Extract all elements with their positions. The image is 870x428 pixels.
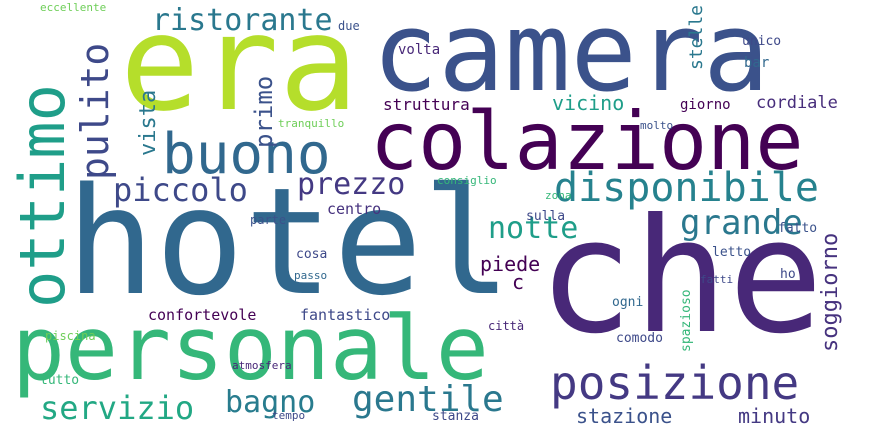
word: letto [712,245,752,260]
word: passo [294,269,328,282]
word: hotel [66,156,512,328]
word: notte [488,211,579,246]
word: servizio [40,389,195,427]
word: vista [136,89,161,156]
word: stanza [432,409,479,424]
word: fatto [778,221,818,236]
word: c [512,270,525,294]
word: che [538,185,824,369]
word: confortevole [148,306,257,324]
word: posizione [550,356,800,410]
word: unico [742,34,782,49]
word: centro [327,200,382,218]
word: due [338,19,360,33]
word: buono [162,122,331,187]
word: era [120,0,359,141]
word: fatti [700,273,734,286]
word: eccellente [40,1,107,14]
word: stazione [576,404,673,428]
word: stelle [686,4,707,70]
word: giorno [680,97,731,113]
word: tranquillo [278,117,345,130]
word: tutto [40,373,80,388]
word: personale [12,297,489,400]
word: zona [545,189,572,202]
word: bagno [225,385,316,420]
word: grande [680,203,803,243]
word: ottimo [6,84,79,308]
word: parte [250,213,287,227]
word: prezzo [297,167,406,202]
word: molto [640,119,674,132]
word: ogni [612,295,644,310]
word: sulla [526,209,566,224]
word: minuto [738,404,811,428]
word: colazione [370,95,804,188]
word: bar [744,55,770,71]
word: cordiale [756,93,838,113]
word: piscina [45,329,96,343]
word: soggiorno [818,232,843,352]
word: spazioso [679,289,694,352]
word: comodo [616,331,663,346]
word: pulito [73,42,117,180]
word: gentile [352,379,504,420]
word: piccolo [113,171,248,209]
word: volta [398,42,441,58]
word: disponibile [554,165,819,211]
word: fantastico [300,306,391,324]
word: vicino [552,91,625,115]
word: struttura [383,95,470,114]
word: città [488,319,525,333]
word: tempo [272,409,306,422]
word: consiglio [437,174,497,187]
word: piede [480,252,541,276]
word: ho [780,267,796,282]
word: primo [250,75,278,148]
word: ristorante [152,3,333,38]
word: camera [372,0,770,116]
word: atmosfera [232,359,292,372]
word: cosa [296,247,328,262]
